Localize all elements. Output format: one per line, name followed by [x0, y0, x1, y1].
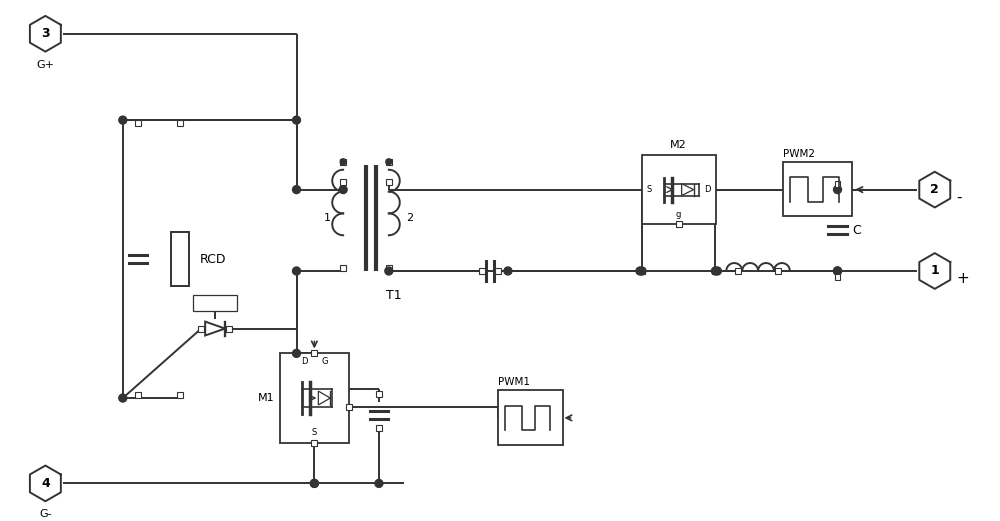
Circle shape	[636, 267, 644, 275]
Bar	[340, 179, 346, 184]
Text: 2: 2	[930, 183, 939, 196]
Polygon shape	[205, 321, 225, 336]
Circle shape	[339, 185, 347, 194]
Text: M2: M2	[670, 140, 687, 150]
Bar	[340, 159, 346, 165]
Bar	[311, 351, 317, 356]
Bar	[735, 268, 741, 274]
Text: C: C	[852, 224, 861, 237]
Circle shape	[293, 267, 300, 275]
Circle shape	[834, 185, 841, 194]
Circle shape	[375, 479, 383, 487]
Circle shape	[713, 267, 721, 275]
Circle shape	[293, 116, 300, 124]
Polygon shape	[318, 391, 330, 405]
Circle shape	[119, 394, 127, 402]
Bar	[226, 326, 232, 331]
Circle shape	[293, 350, 300, 357]
Circle shape	[310, 479, 318, 487]
Circle shape	[340, 159, 346, 165]
Text: 1: 1	[930, 265, 939, 278]
Text: PWM1: PWM1	[498, 377, 530, 387]
Bar	[775, 268, 781, 274]
Circle shape	[834, 267, 841, 275]
Text: 1: 1	[324, 213, 331, 223]
Circle shape	[638, 267, 646, 275]
Polygon shape	[30, 466, 61, 501]
Bar	[280, 353, 349, 443]
Bar	[386, 159, 392, 165]
Bar	[346, 404, 352, 410]
Text: S: S	[647, 185, 652, 194]
Bar	[135, 392, 141, 398]
Text: 2: 2	[406, 213, 413, 223]
Circle shape	[385, 267, 393, 275]
Bar	[177, 392, 183, 398]
Text: G+: G+	[36, 59, 54, 70]
Bar	[376, 425, 382, 431]
Bar	[676, 221, 682, 227]
Polygon shape	[919, 172, 950, 207]
Circle shape	[711, 267, 719, 275]
Bar	[171, 232, 189, 287]
Bar	[495, 268, 501, 274]
Bar	[783, 162, 852, 216]
Circle shape	[119, 116, 127, 124]
Bar	[639, 268, 645, 274]
Text: S: S	[312, 428, 317, 437]
Circle shape	[834, 267, 841, 275]
Text: M1: M1	[258, 393, 275, 403]
Text: D: D	[301, 357, 308, 366]
Text: G: G	[321, 357, 328, 366]
Circle shape	[386, 159, 392, 165]
Text: G-: G-	[39, 509, 52, 519]
Bar	[135, 120, 141, 126]
Circle shape	[504, 267, 512, 275]
Bar	[198, 326, 204, 331]
Text: 4: 4	[41, 477, 50, 490]
Bar	[340, 265, 346, 271]
Text: +: +	[957, 271, 969, 287]
Bar	[311, 440, 317, 445]
Text: 3: 3	[41, 27, 50, 40]
Bar	[835, 274, 840, 280]
Bar	[498, 390, 563, 445]
Bar	[642, 155, 716, 225]
Bar	[835, 181, 840, 187]
Bar	[386, 265, 392, 271]
Circle shape	[310, 479, 318, 487]
Circle shape	[293, 185, 300, 194]
Polygon shape	[919, 253, 950, 289]
Text: g: g	[676, 210, 681, 219]
Bar	[376, 391, 382, 397]
Text: -: -	[957, 190, 962, 205]
Text: T1: T1	[386, 289, 401, 302]
Polygon shape	[682, 183, 694, 195]
Polygon shape	[30, 16, 61, 52]
Bar	[193, 295, 237, 311]
Bar	[386, 179, 392, 184]
Text: PWM2: PWM2	[783, 149, 815, 159]
Bar	[177, 120, 183, 126]
Text: D: D	[704, 185, 710, 194]
Bar	[712, 268, 718, 274]
Text: RCD: RCD	[200, 253, 227, 266]
Bar	[479, 268, 485, 274]
